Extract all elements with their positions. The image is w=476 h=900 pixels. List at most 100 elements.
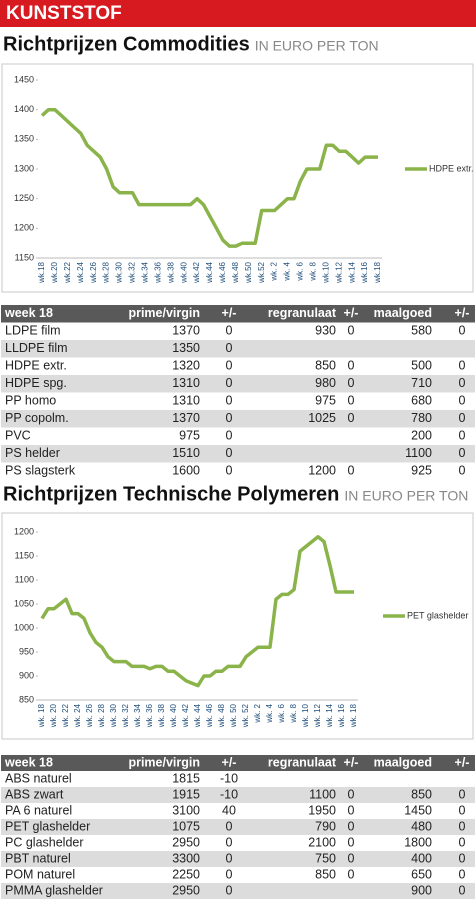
x-tick-label: wk. 18	[349, 703, 358, 728]
x-tick-label: wk. 2	[253, 703, 262, 723]
x-tick-label: wk. 30	[109, 703, 118, 728]
x-tick-label: wk.12	[334, 261, 343, 283]
table-cell: 1310	[172, 394, 200, 408]
legend-label: HDPE extr.	[429, 163, 474, 173]
table-cell: 3100	[172, 803, 200, 817]
table-cell: 850	[315, 359, 336, 373]
y-tick-label: 1000	[14, 622, 34, 632]
table-header-cell: +/-	[455, 306, 470, 320]
x-tick-label: wk.38	[166, 261, 175, 283]
x-tick-label: wk. 8	[308, 261, 317, 281]
x-tick-label: wk.34	[140, 261, 149, 283]
x-tick-label: wk.22	[63, 261, 72, 283]
table-cell: 850	[315, 867, 336, 881]
x-tick-label: wk. 38	[157, 703, 166, 728]
x-tick-label: wk.20	[50, 261, 59, 283]
table-cell: 0	[459, 464, 466, 478]
y-tick-label: 1450	[14, 74, 34, 84]
table-cell: 0	[459, 376, 466, 390]
x-tick-label: wk. 20	[49, 703, 58, 728]
table-cell: 1370	[172, 324, 200, 338]
table-cell: 0	[226, 446, 233, 460]
legend-label: PET glashelder	[407, 610, 468, 620]
table-cell: 650	[411, 867, 432, 881]
y-tick-label: 1350	[14, 134, 34, 144]
table-row-bg	[1, 445, 475, 463]
table-cell: 0	[459, 429, 466, 443]
table-cell: 1025	[308, 411, 336, 425]
table-header-cell: +/-	[344, 755, 359, 769]
table-cell: 1100	[405, 446, 432, 460]
x-tick-label: wk. 22	[61, 703, 70, 728]
table-row-bg	[1, 392, 475, 410]
table-cell: 0	[226, 835, 233, 849]
table-cell: 0	[459, 867, 466, 881]
table-cell: 2950	[172, 835, 200, 849]
x-tick-label: wk. 32	[121, 703, 130, 728]
table-cell: 0	[226, 376, 233, 390]
table-cell: 2250	[172, 867, 200, 881]
y-tick-label: 1200	[14, 526, 34, 536]
x-tick-label: wk. 52	[241, 703, 250, 728]
table-cell: 980	[315, 376, 336, 390]
x-tick-label: wk.24	[76, 261, 85, 283]
x-tick-label: wk.14	[347, 261, 356, 283]
table-cell: 0	[459, 324, 466, 338]
table-header-cell: week 18	[4, 306, 53, 320]
table-cell: LLDPE film	[5, 341, 68, 355]
x-tick-label: wk.10	[321, 261, 330, 283]
x-tick-label: wk. 10	[301, 703, 310, 728]
table-cell: 0	[459, 835, 466, 849]
y-tick-label: 1150	[15, 252, 34, 262]
table-header-cell: maalgoed	[374, 306, 432, 320]
x-tick-label: wk. 2	[270, 261, 279, 281]
table-cell: 0	[226, 394, 233, 408]
table-header-bg	[1, 755, 475, 771]
table-cell: 1200	[308, 464, 336, 478]
table-cell: 580	[411, 324, 432, 338]
x-tick-label: wk. 44	[193, 703, 202, 728]
table-cell: HDPE extr.	[5, 359, 67, 373]
table-row-bg	[1, 322, 475, 340]
x-tick-label: wk.42	[192, 261, 201, 283]
x-tick-label: wk. 50	[229, 703, 238, 728]
table-cell: 0	[348, 411, 355, 425]
table-cell: 0	[459, 359, 466, 373]
table-cell: 0	[226, 429, 233, 443]
table-cell: -10	[220, 771, 238, 785]
table-cell: 750	[315, 851, 336, 865]
table-header-cell: regranulaat	[268, 755, 337, 769]
y-tick-label: 1200	[14, 223, 34, 233]
table-cell: 975	[315, 394, 336, 408]
table-cell: 0	[348, 464, 355, 478]
data-line	[40, 107, 378, 248]
x-tick-label: wk. 6	[296, 261, 305, 281]
table-cell: 1310	[172, 376, 200, 390]
x-tick-label: wk. 36	[145, 703, 154, 728]
table-row-bg	[1, 803, 475, 819]
x-tick-label: wk. 48	[217, 703, 226, 728]
table-header-cell: +/-	[222, 306, 237, 320]
table-cell: 0	[226, 464, 233, 478]
table-cell: 0	[348, 851, 355, 865]
table-row-bg	[1, 427, 475, 445]
table-cell: HDPE spg.	[5, 376, 67, 390]
table-cell: 0	[459, 446, 466, 460]
x-tick-label: wk.18	[373, 261, 382, 283]
table-cell: ABS zwart	[5, 787, 64, 801]
x-tick-label: wk.18	[37, 261, 46, 283]
table-cell: PBT naturel	[5, 851, 71, 865]
table-cell: 0	[226, 411, 233, 425]
table-cell: 780	[411, 411, 432, 425]
x-tick-label: wk. 18	[37, 703, 46, 728]
x-tick-label: wk.16	[360, 261, 369, 283]
table-cell: 400	[411, 851, 432, 865]
table-cell: 0	[348, 394, 355, 408]
table-row-bg	[1, 851, 475, 867]
table-cell: LDPE film	[5, 324, 61, 338]
x-tick-label: wk.40	[179, 261, 188, 283]
x-tick-label: wk. 24	[73, 703, 82, 728]
table-cell: PP copolm.	[5, 411, 69, 425]
y-tick-label: 1250	[14, 193, 34, 203]
section-title: Richtprijzen Technische Polymeren	[3, 483, 339, 505]
